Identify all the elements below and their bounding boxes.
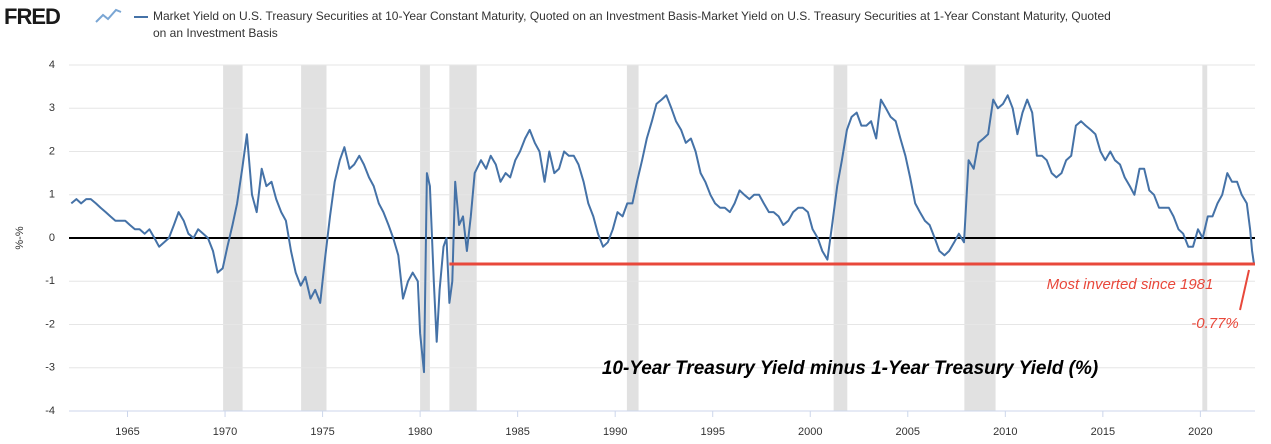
x-tick-label: 1965 [115, 426, 139, 438]
x-tick-label: 1980 [408, 426, 432, 438]
x-tick-label: 1975 [310, 426, 334, 438]
x-tick-label: 2010 [993, 426, 1017, 438]
x-tick-label: 1985 [505, 426, 529, 438]
y-tick-label: 2 [49, 145, 55, 157]
y-tick-label: 4 [49, 59, 55, 71]
x-tick-label: 1990 [603, 426, 627, 438]
y-tick-label: -2 [45, 318, 55, 330]
logo-icon [95, 8, 122, 23]
y-tick-label: -3 [45, 362, 55, 374]
y-tick-label: -1 [45, 275, 55, 287]
legend-key [134, 16, 148, 18]
data-line [70, 94, 1255, 374]
header: FRED Market Yield on U.S. Treasury Secur… [0, 0, 1271, 48]
y-tick-label: 0 [49, 232, 55, 244]
legend-entry[interactable]: Market Yield on U.S. Treasury Securities… [153, 9, 1111, 40]
y-axis-label: %-% [14, 226, 26, 249]
x-tick-label: 2020 [1188, 426, 1212, 438]
x-tick-label: 2005 [896, 426, 920, 438]
logo[interactable]: FRED [4, 4, 61, 29]
x-tick-label: 2000 [798, 426, 822, 438]
y-tick-label: -4 [45, 405, 55, 417]
annotation-pointer [1239, 269, 1250, 311]
logo-line [95, 8, 122, 23]
x-tick-label: 1970 [213, 426, 237, 438]
x-tick-label: 2015 [1091, 426, 1115, 438]
annotation: Most inverted since 1981 [1047, 276, 1214, 293]
y-tick-label: 3 [49, 102, 55, 114]
y-tick-label: 1 [49, 189, 55, 201]
annotation: -0.77% [1191, 315, 1239, 332]
annotation: 10-Year Treasury Yield minus 1-Year Trea… [602, 358, 1098, 379]
x-tick-label: 1995 [700, 426, 724, 438]
